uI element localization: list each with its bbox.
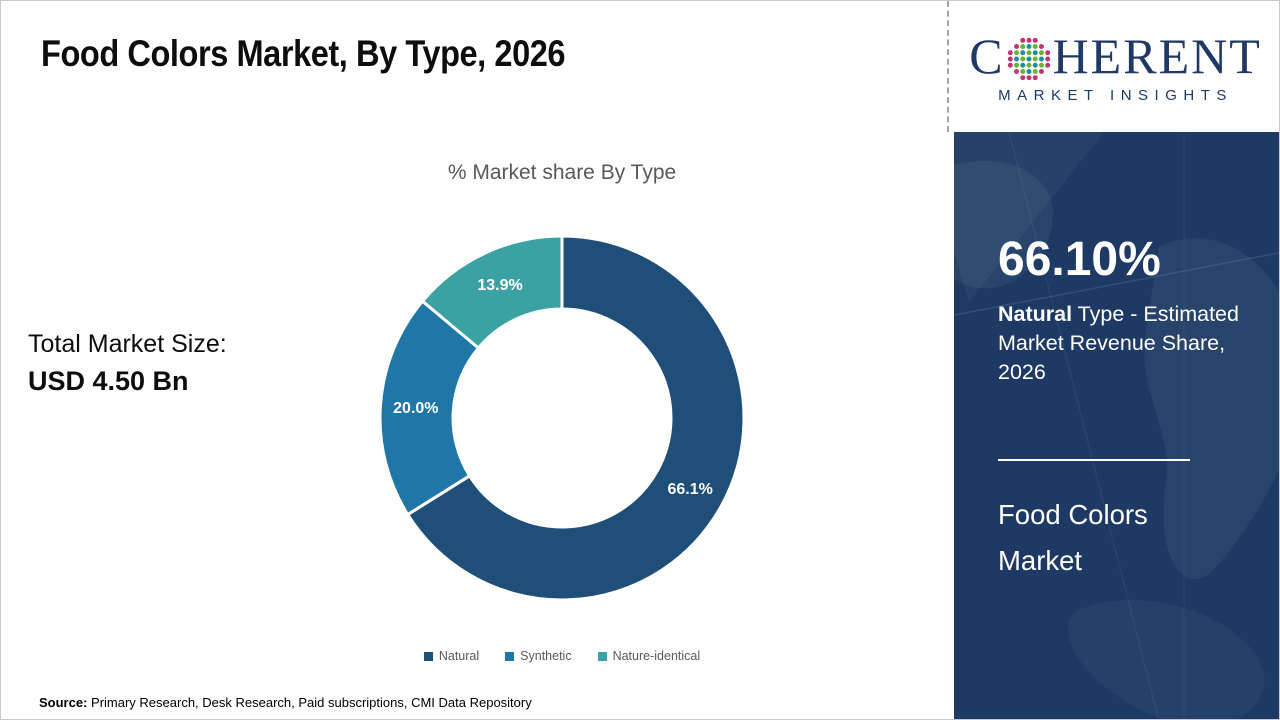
globe-dot — [1032, 62, 1038, 68]
source-line: Source: Primary Research, Desk Research,… — [39, 695, 532, 710]
globe-dot — [1038, 56, 1044, 61]
globe-dot — [1038, 68, 1044, 74]
donut-data-label: 66.1% — [667, 481, 712, 498]
globe-dot — [1019, 49, 1025, 55]
globe-dot — [1026, 49, 1032, 55]
legend-item-nature-identical: Nature-identical — [597, 649, 701, 663]
donut-slice-nature-identical — [420, 234, 564, 350]
donut-slice-synthetic — [378, 299, 480, 517]
dotted-globe-icon — [1007, 37, 1050, 80]
globe-dot — [1044, 56, 1050, 61]
logo-letters-herent: HERENT — [1052, 27, 1262, 84]
globe-dot — [1013, 62, 1019, 68]
page-title: Food Colors Market, By Type, 2026 — [41, 33, 566, 74]
globe-dot — [1032, 49, 1038, 55]
legend-label: Synthetic — [520, 649, 572, 663]
total-market-size-label: Total Market Size: — [28, 330, 227, 358]
globe-dot — [1013, 68, 1019, 74]
legend-item-natural: Natural — [423, 649, 480, 663]
right-highlight-panel: 66.10% Natural Type - Estimated Market R… — [954, 132, 1279, 719]
total-market-size-value: USD 4.50 Bn — [28, 366, 189, 396]
globe-dot — [1019, 43, 1025, 49]
globe-dot — [1032, 43, 1038, 49]
legend-marker — [597, 651, 607, 661]
total-market-size-block: Total Market Size: USD 4.50 Bn — [28, 327, 227, 401]
globe-dot — [1019, 62, 1025, 68]
donut-chart: 66.1% 20.0% 13.9% — [378, 234, 746, 602]
globe-dot — [1026, 62, 1032, 68]
globe-dot — [1032, 68, 1038, 74]
source-label: Source: — [39, 695, 88, 710]
logo-subtitle: MARKET INSIGHTS — [998, 86, 1233, 104]
world-map-texture — [954, 132, 1279, 719]
logo-wordmark: C HERENT — [969, 30, 1262, 82]
globe-dot — [1026, 37, 1032, 43]
globe-dot — [1019, 37, 1025, 43]
globe-dot — [1032, 74, 1038, 80]
legend-marker — [423, 651, 433, 661]
globe-dot — [1038, 62, 1044, 68]
donut-data-label: 20.0% — [393, 400, 438, 417]
globe-dot — [1019, 68, 1025, 74]
globe-dot — [1019, 56, 1025, 61]
globe-dot — [1013, 56, 1019, 61]
legend-item-synthetic: Synthetic — [505, 649, 572, 663]
globe-dot — [1038, 49, 1044, 55]
globe-dot — [1032, 37, 1038, 43]
donut-slice-natural — [406, 234, 746, 602]
highlight-stat-category: Natural — [998, 302, 1073, 326]
globe-dot — [1007, 56, 1013, 61]
globe-dot — [1019, 74, 1025, 80]
chart-legend: Natural Synthetic Nature-identical — [172, 649, 952, 663]
globe-dot — [1007, 49, 1013, 55]
globe-dot — [1044, 62, 1050, 68]
donut-data-label: 13.9% — [477, 277, 522, 294]
legend-label: Nature-identical — [612, 649, 701, 663]
highlight-stat-rest: Type - Estimated Market Revenue Share, 2… — [998, 302, 1239, 384]
chart-title: % Market share By Type — [447, 161, 677, 184]
company-logo: C HERENT MARKET INSIGHTS — [950, 1, 1279, 132]
logo-letter-c: C — [969, 27, 1005, 84]
globe-dot — [1013, 43, 1019, 49]
highlight-stat-description: Natural Type - Estimated Market Revenue … — [998, 300, 1252, 387]
globe-dot — [1038, 43, 1044, 49]
highlight-stat-value: 66.10% — [998, 233, 1161, 286]
globe-dot — [1026, 68, 1032, 74]
dashed-divider — [947, 1, 949, 132]
globe-dot — [1026, 56, 1032, 61]
source-text: Primary Research, Desk Research, Paid su… — [87, 695, 532, 710]
globe-dot — [1044, 49, 1050, 55]
globe-dot — [1026, 43, 1032, 49]
panel-report-title: Food Colors Market — [998, 499, 1148, 576]
legend-label: Natural — [438, 649, 480, 663]
globe-dot — [1032, 56, 1038, 61]
globe-dot — [1007, 62, 1013, 68]
panel-divider-line — [998, 459, 1190, 461]
legend-marker — [505, 651, 515, 661]
globe-dot — [1026, 74, 1032, 80]
globe-dot — [1013, 49, 1019, 55]
